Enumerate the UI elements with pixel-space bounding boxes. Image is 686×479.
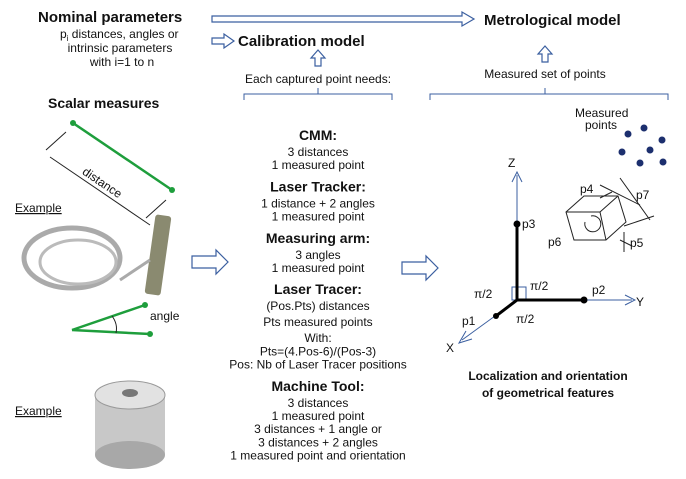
angle-label: angle	[150, 309, 180, 323]
sub: i	[67, 34, 69, 43]
x-label: X	[446, 341, 454, 355]
instrument-name: CMM:	[299, 127, 337, 143]
features-title: of geometrical features	[482, 386, 614, 400]
p6: p6	[548, 235, 562, 249]
encoder-photo	[94, 380, 166, 469]
p7: p7	[636, 188, 650, 202]
requirement: 3 distances + 1 angle or	[254, 422, 382, 436]
p5: p5	[630, 236, 644, 250]
dim-tick	[45, 131, 67, 151]
y-label: Y	[636, 295, 644, 309]
pi2: π/2	[516, 312, 535, 326]
p1: p1	[462, 314, 476, 328]
arrow	[401, 254, 439, 282]
p3: p3	[522, 217, 536, 231]
dot	[147, 331, 153, 337]
point-cloud	[618, 124, 667, 167]
nominal-line2: intrinsic parameters	[68, 41, 173, 55]
instrument-name: Laser Tracer:	[274, 281, 362, 297]
p1-link	[495, 298, 518, 318]
requirement: 1 measured point	[272, 261, 365, 275]
p: p	[60, 27, 67, 41]
nominal-title: Nominal parameters	[38, 9, 182, 26]
tracker-photo	[21, 214, 172, 296]
each-point: Each captured point needs:	[245, 72, 391, 86]
requirement: 1 measured point	[272, 158, 365, 172]
arrow	[191, 248, 229, 276]
distance-label: distance	[80, 164, 125, 201]
requirement: Pts=(4.Pos-6)/(Pos-3)	[260, 344, 376, 358]
example: Example	[15, 404, 62, 418]
angle-line	[71, 303, 146, 332]
requirement: 3 angles	[295, 248, 340, 262]
features-title: Localization and orientation	[468, 369, 627, 383]
instrument-name: Machine Tool:	[271, 378, 364, 394]
angle-arc	[111, 315, 117, 334]
txt: distances, angles or	[68, 27, 178, 41]
z-label: Z	[508, 156, 515, 170]
dim-tick	[145, 199, 167, 219]
dot	[169, 187, 175, 193]
requirement: 1 measured point	[272, 210, 365, 224]
requirement: 1 measured point and orientation	[230, 449, 405, 463]
pi2: π/2	[530, 279, 549, 293]
requirement: 3 distances + 2 angles	[258, 435, 378, 449]
metrological-model: Metrological model	[484, 12, 621, 29]
requirement: (Pos.Pts) distances	[266, 299, 369, 313]
dot	[493, 313, 499, 319]
dim-line	[49, 156, 151, 226]
dot	[580, 296, 588, 304]
requirement: 3 distances	[288, 145, 349, 159]
requirement: 1 distance + 2 angles	[261, 196, 375, 210]
requirement: Pts measured points	[263, 315, 372, 329]
requirement: With:	[304, 331, 331, 345]
nominal-line3: with i=1 to n	[89, 55, 154, 69]
dot	[513, 220, 521, 228]
dot	[70, 120, 76, 126]
arrow	[536, 45, 554, 63]
p4: p4	[580, 182, 594, 196]
angle-line	[71, 328, 151, 336]
requirement: 3 distances	[288, 396, 349, 410]
instrument-name: Measuring arm:	[266, 230, 370, 246]
instrument-name: Laser Tracker:	[270, 178, 366, 194]
nominal-line1: pi distances, angles or	[60, 27, 179, 43]
brace	[243, 88, 393, 100]
measured-points: points	[585, 118, 617, 132]
brace	[429, 88, 669, 100]
axes	[457, 170, 637, 344]
feature-box	[565, 177, 655, 252]
arrow	[211, 10, 476, 28]
pi2: π/2	[474, 287, 493, 301]
dot	[142, 302, 148, 308]
measured-set: Measured set of points	[484, 67, 605, 81]
requirement: 1 measured point	[272, 409, 365, 423]
calibration-model: Calibration model	[238, 33, 365, 50]
requirement: Pos: Nb of Laser Tracer positions	[229, 358, 406, 372]
distance-line	[72, 121, 173, 192]
arrow	[211, 32, 236, 50]
p2: p2	[592, 283, 606, 297]
scalar-title: Scalar measures	[48, 95, 160, 111]
example: Example	[15, 201, 62, 215]
arrow	[309, 49, 327, 67]
measured-points: Measured	[575, 106, 628, 120]
